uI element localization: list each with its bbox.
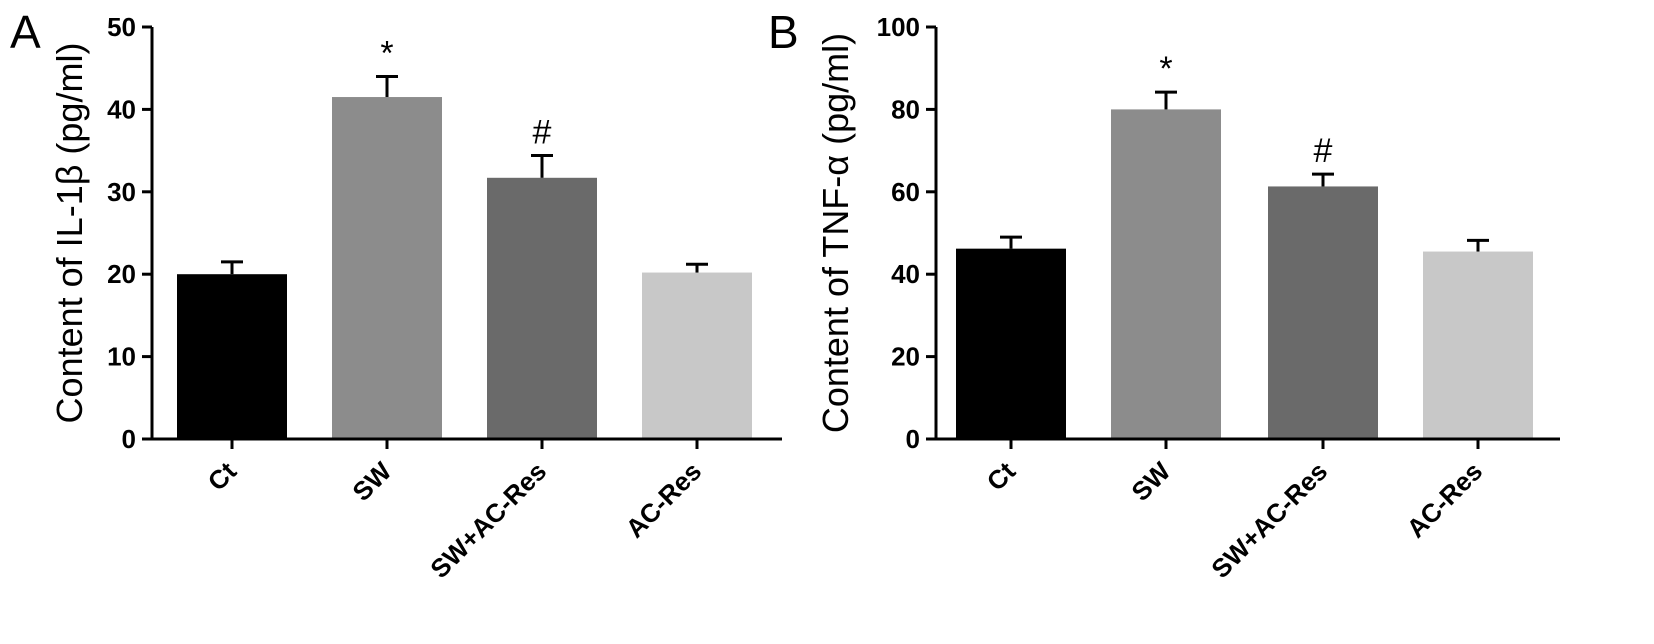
- y-tick-label: 20: [891, 342, 920, 372]
- y-tick-label: 40: [107, 94, 136, 124]
- bar-ct: [177, 274, 287, 439]
- panel-letter: A: [10, 6, 41, 58]
- bar-sw-ac-res: [1268, 186, 1378, 439]
- y-tick-label: 10: [107, 342, 136, 372]
- bar-sw: [1111, 109, 1221, 440]
- y-tick-label: 0: [122, 424, 136, 454]
- x-tick-label: AC-Res: [1401, 456, 1489, 544]
- x-tick-label: Ct: [202, 456, 243, 497]
- y-axis-label: Content of IL-1β (pg/ml): [49, 43, 90, 424]
- x-tick-label: SW: [1125, 456, 1176, 507]
- x-tick-label: AC-Res: [620, 456, 708, 544]
- bar-sw: [332, 97, 442, 439]
- x-tick-label: SW+AC-Res: [424, 456, 552, 584]
- bar-ac-res: [1423, 251, 1533, 439]
- panel-b: B Content of TNF-α (pg/ml) Ct * SW # SW+AC-Res…: [768, 6, 1560, 584]
- bar-sw-ac-res: [487, 177, 597, 440]
- panel-letter: B: [768, 6, 799, 58]
- y-tick-label: 60: [891, 177, 920, 207]
- x-tick-label: Ct: [981, 456, 1022, 497]
- significance-marker: *: [1159, 50, 1172, 88]
- bar-ct: [956, 248, 1066, 439]
- significance-marker: *: [380, 34, 393, 72]
- y-axis-label: Content of TNF-α (pg/ml): [815, 33, 856, 433]
- significance-marker: #: [533, 114, 552, 152]
- y-tick-label: 20: [107, 259, 136, 289]
- bar-ac-res: [642, 272, 752, 439]
- y-tick-label: 30: [107, 177, 136, 207]
- significance-marker: #: [1314, 132, 1333, 170]
- y-tick-label: 80: [891, 94, 920, 124]
- y-tick-label: 100: [877, 12, 920, 42]
- y-tick-label: 40: [891, 259, 920, 289]
- y-tick-label: 0: [906, 424, 920, 454]
- x-tick-label: SW+AC-Res: [1205, 456, 1333, 584]
- y-tick-label: 50: [107, 12, 136, 42]
- x-tick-label: SW: [346, 456, 397, 507]
